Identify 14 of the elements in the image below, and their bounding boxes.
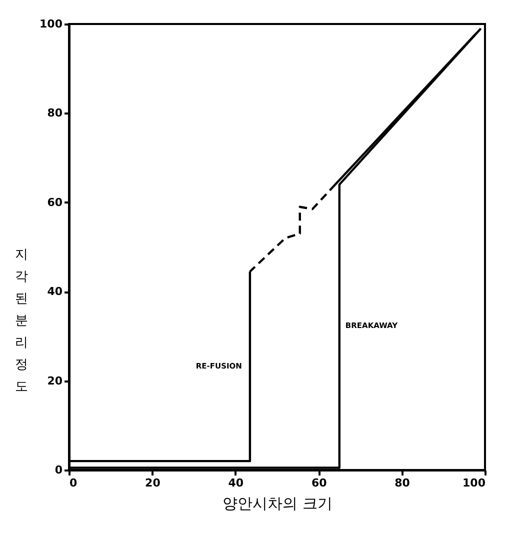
x-tick-label: 20	[145, 476, 161, 490]
y-tick-label: 20	[47, 374, 63, 388]
y-tick-label: 40	[47, 285, 63, 298]
y-tick-label: 60	[47, 196, 63, 209]
x-tick-label: 40	[228, 476, 244, 490]
y-tick-label: 0	[54, 464, 63, 476]
y-axis-title: 지각된 분리정도	[15, 248, 28, 394]
x-tick-label: 60	[311, 476, 328, 490]
y-tick-label: 100	[40, 18, 63, 30]
x-tick-label: 100	[462, 476, 486, 490]
x-tick-label: 80	[394, 476, 410, 490]
x-tick-label: 0	[70, 476, 78, 490]
x-axis-title: 양안시차의 크기	[222, 494, 332, 512]
y-tick-label: 80	[47, 106, 63, 120]
